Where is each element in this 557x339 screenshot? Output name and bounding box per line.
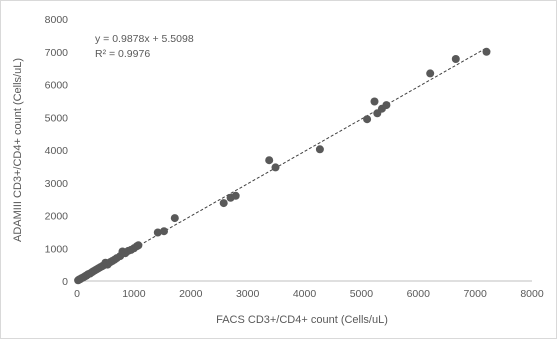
y-tick-label: 4000 [45,145,69,157]
x-axis-title: FACS CD3+/CD4+ count (Cells/uL) [216,314,388,326]
data-point [482,47,491,56]
x-tick-label: 7000 [463,288,487,300]
y-axis-title: ADAMIII CD3+/CD4+ count (Cells/uL) [12,58,24,242]
trendline-equation: y = 0.9878x + 5.5098 [95,33,194,45]
x-tick-label: 8000 [520,288,544,300]
y-tick-label: 2000 [45,211,69,223]
data-point [134,241,143,250]
data-point [370,97,379,106]
data-points [74,47,491,285]
x-tick-label: 2000 [179,288,203,300]
data-point [363,115,372,124]
x-tick-label: 3000 [236,288,260,300]
data-point [271,163,280,172]
y-tick-label: 0 [62,276,68,288]
data-point [231,191,240,200]
data-point [426,69,435,78]
trendline-r2: R² = 0.9976 [95,48,150,60]
y-tick-label: 3000 [45,178,69,190]
trendline [78,47,487,281]
data-point [219,199,228,208]
data-point [170,214,179,223]
x-tick-label: 5000 [350,288,374,300]
y-axis-ticks: 0 1000 2000 3000 4000 5000 6000 7000 8000 [45,14,69,288]
y-tick-label: 1000 [45,243,69,255]
x-tick-label: 1000 [122,288,146,300]
data-point [265,156,274,165]
x-axis-ticks: 0 1000 2000 3000 4000 5000 6000 7000 8000 [74,288,544,300]
y-tick-label: 6000 [45,80,69,92]
x-tick-label: 6000 [407,288,431,300]
data-point [160,227,168,236]
data-point [315,145,324,154]
y-tick-label: 5000 [45,112,69,124]
x-tick-label: 0 [74,288,80,300]
data-point [153,228,162,237]
x-tick-label: 4000 [293,288,317,300]
y-tick-label: 8000 [45,14,69,26]
y-tick-label: 7000 [45,47,69,59]
data-point [382,101,391,110]
data-point [451,55,460,63]
